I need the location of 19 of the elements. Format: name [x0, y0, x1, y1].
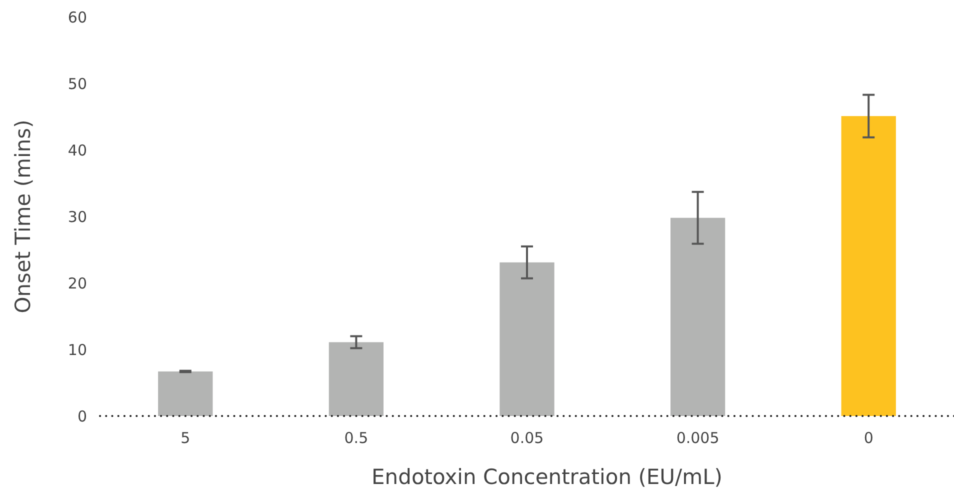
x-tick-label: 5: [180, 429, 190, 447]
x-tick-label: 0.005: [676, 429, 720, 447]
bar: [670, 218, 726, 416]
y-tick-label: 0: [77, 407, 87, 426]
y-tick-label: 50: [68, 74, 87, 93]
y-tick-label: 10: [68, 340, 87, 359]
bar: [328, 342, 384, 416]
y-tick-label: 60: [68, 8, 87, 26]
y-tick-label: 40: [68, 141, 87, 160]
bar: [158, 371, 213, 416]
y-axis-title: Onset Time (mins): [11, 120, 35, 314]
y-tick-label: 20: [68, 274, 87, 292]
x-tick-label: 0.05: [510, 429, 544, 447]
x-tick-label: 0: [864, 429, 874, 447]
x-axis-title: Endotoxin Concentration (EU/mL): [372, 465, 722, 489]
y-tick-label: 30: [68, 208, 87, 226]
x-tick-label: 0.5: [344, 429, 368, 447]
bar: [500, 262, 554, 416]
bar: [841, 116, 896, 416]
